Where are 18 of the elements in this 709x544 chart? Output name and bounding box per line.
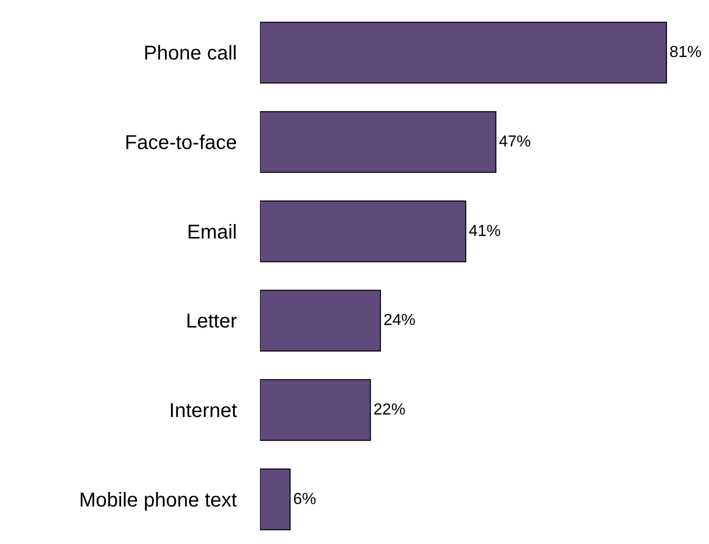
y-tick-label: Letter xyxy=(186,310,238,333)
y-tick-label: Mobile phone text xyxy=(79,489,238,512)
y-tick-label: Email xyxy=(186,221,237,244)
bar xyxy=(260,22,667,84)
data-label: 81% xyxy=(669,44,702,62)
y-tick-label: Internet xyxy=(169,400,238,422)
y-tick-label: Phone call xyxy=(144,42,237,65)
bar xyxy=(260,111,496,173)
bar xyxy=(260,468,291,530)
data-label: 22% xyxy=(373,402,406,418)
data-label: 41% xyxy=(468,222,501,240)
bar xyxy=(260,379,371,441)
data-label: 6% xyxy=(293,490,316,508)
data-label: 47% xyxy=(498,134,531,150)
bar xyxy=(260,290,381,352)
data-label: 24% xyxy=(383,312,416,330)
y-tick-label: Face-to-face xyxy=(124,132,237,154)
bar xyxy=(260,200,466,262)
